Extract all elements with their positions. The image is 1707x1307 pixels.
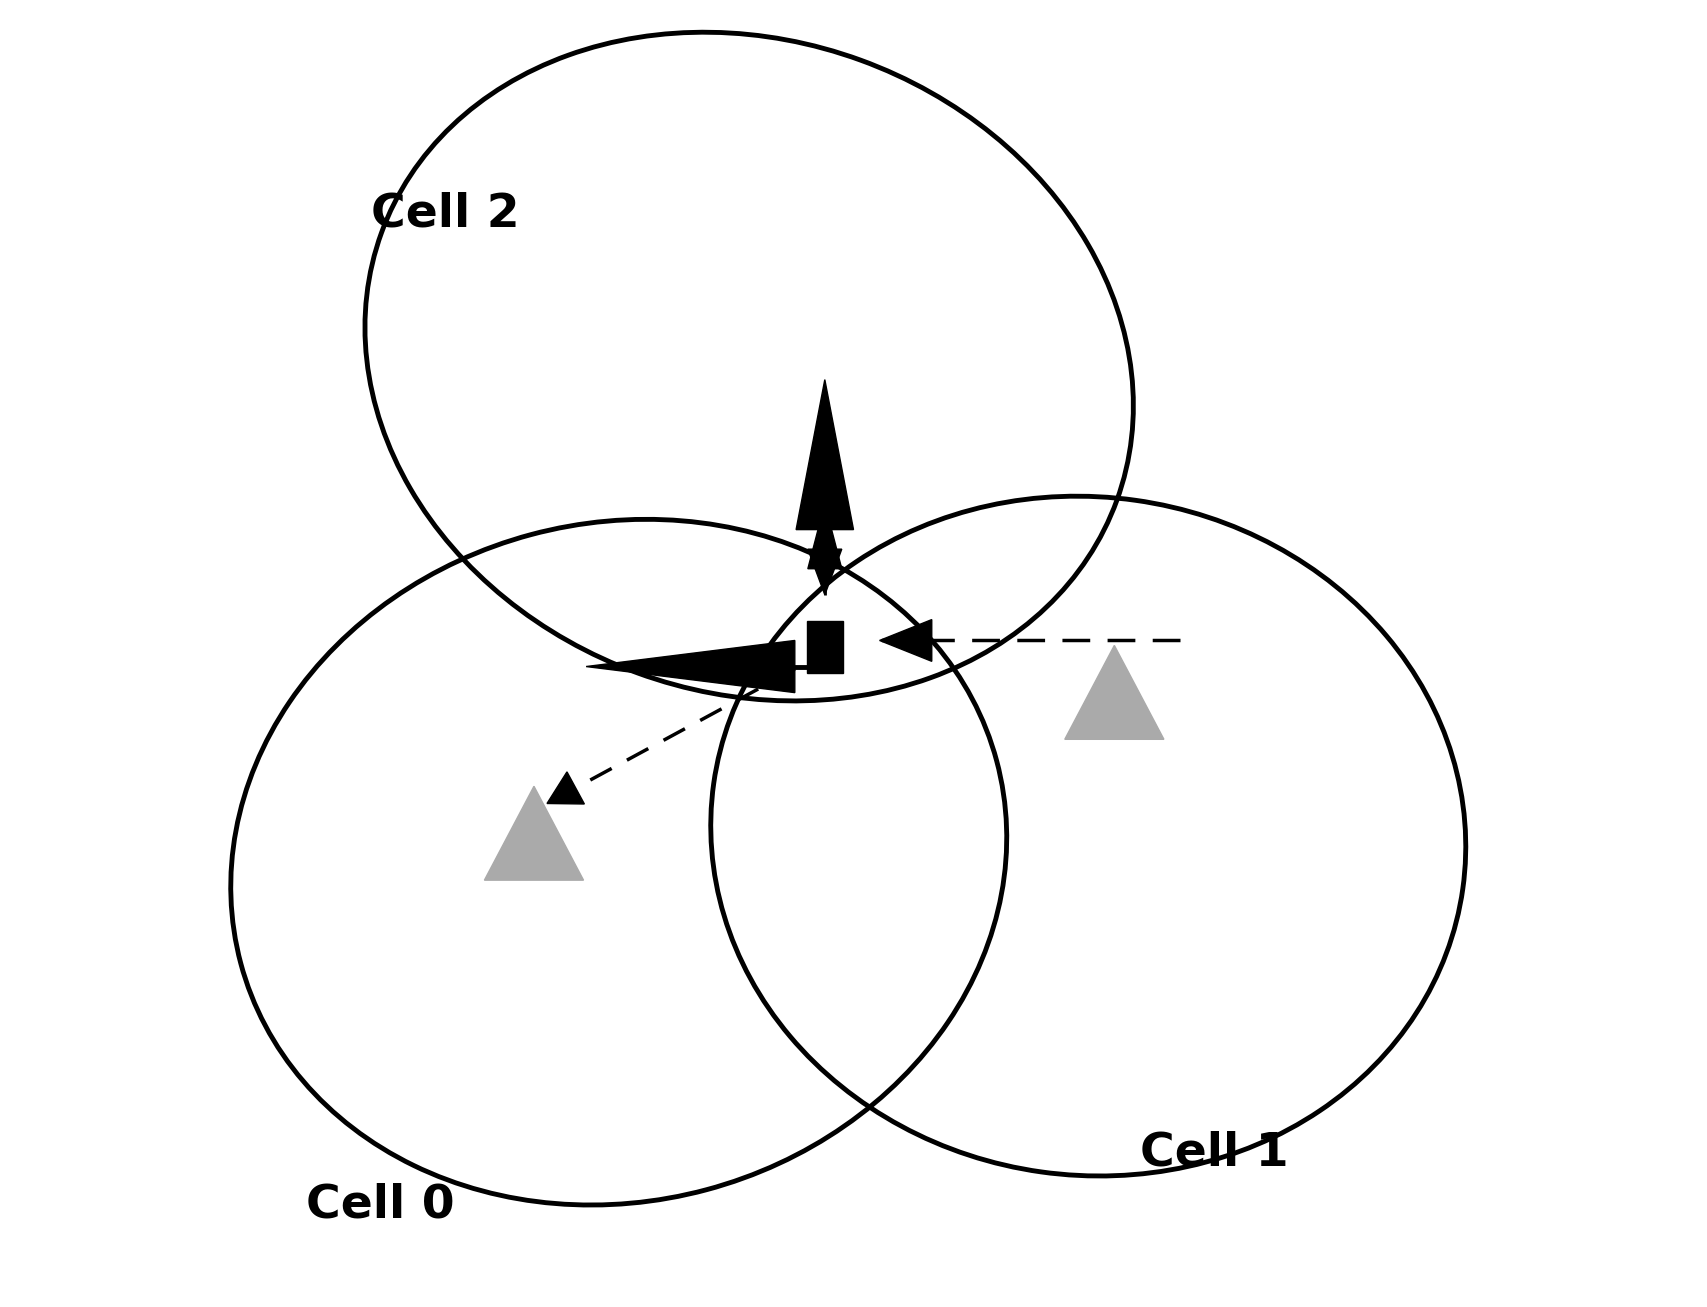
Text: Cell 0: Cell 0 — [306, 1183, 454, 1227]
Polygon shape — [485, 787, 584, 880]
Polygon shape — [546, 772, 584, 804]
Polygon shape — [807, 549, 842, 595]
Text: Cell 1: Cell 1 — [1140, 1131, 1289, 1175]
Polygon shape — [1065, 646, 1164, 740]
Text: Cell 2: Cell 2 — [370, 191, 519, 237]
Polygon shape — [807, 503, 842, 569]
Polygon shape — [586, 640, 795, 693]
Polygon shape — [879, 620, 932, 661]
Bar — [806, 621, 843, 673]
Polygon shape — [795, 379, 854, 529]
